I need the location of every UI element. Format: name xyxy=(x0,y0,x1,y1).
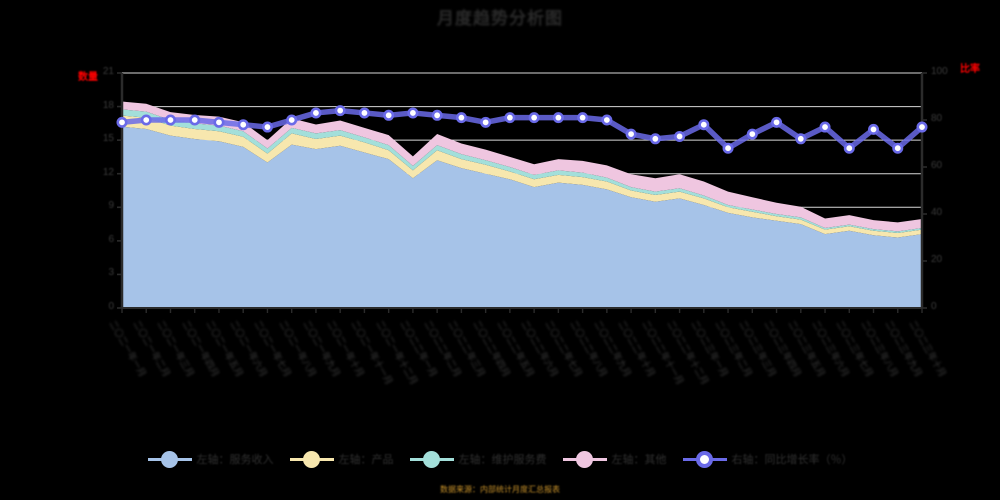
legend-item[interactable]: 右轴：同比增长率（％） xyxy=(682,450,853,468)
right-tick-label: 20 xyxy=(931,254,943,265)
legend-swatch-icon xyxy=(682,450,727,468)
right-tick-label: 0 xyxy=(931,301,937,312)
legend-label: 左轴：服务收入 xyxy=(196,454,274,466)
legend-item[interactable]: 左轴：服务收入 xyxy=(147,450,274,468)
left-tick-label: 21 xyxy=(102,66,114,77)
legend-item[interactable]: 左轴：产品 xyxy=(289,450,394,468)
left-tick-label: 0 xyxy=(108,301,114,312)
footer-note: 数据来源：内部统计月度汇总报表 xyxy=(440,485,560,494)
legend-label: 左轴：维护服务费 xyxy=(458,454,547,466)
legend-item[interactable]: 左轴：维护服务费 xyxy=(409,450,547,468)
right-tick-label: 40 xyxy=(931,207,943,218)
left-axis-title: 数量 xyxy=(78,72,98,83)
legend-label: 右轴：同比增长率（％） xyxy=(731,454,853,466)
left-tick-label: 9 xyxy=(108,200,114,212)
right-tick-label: 100 xyxy=(931,66,948,77)
legend-label: 左轴：产品 xyxy=(338,454,394,466)
left-tick-label: 15 xyxy=(102,133,114,145)
legend-swatch-icon xyxy=(289,450,334,468)
legend-item[interactable]: 左轴：其他 xyxy=(562,450,667,468)
legend-swatch-icon xyxy=(147,450,192,468)
right-tick-label: 60 xyxy=(931,160,943,171)
right-axis-title: 比率 xyxy=(960,64,980,75)
legend-label: 左轴：其他 xyxy=(611,454,667,466)
legend-swatch-icon xyxy=(409,450,454,468)
chart-legend: 左轴：服务收入 左轴：产品 左轴：维护服务费 左轴：其他 右轴：同比增长率（％） xyxy=(0,450,1000,468)
left-tick-label: 12 xyxy=(102,166,114,178)
legend-swatch-icon xyxy=(562,450,607,468)
left-tick-label: 18 xyxy=(102,99,114,111)
chart-title: 月度趋势分析图 xyxy=(437,9,563,28)
left-tick-label: 6 xyxy=(108,233,114,245)
left-tick-label: 3 xyxy=(108,267,114,279)
right-tick-label: 80 xyxy=(931,113,943,124)
